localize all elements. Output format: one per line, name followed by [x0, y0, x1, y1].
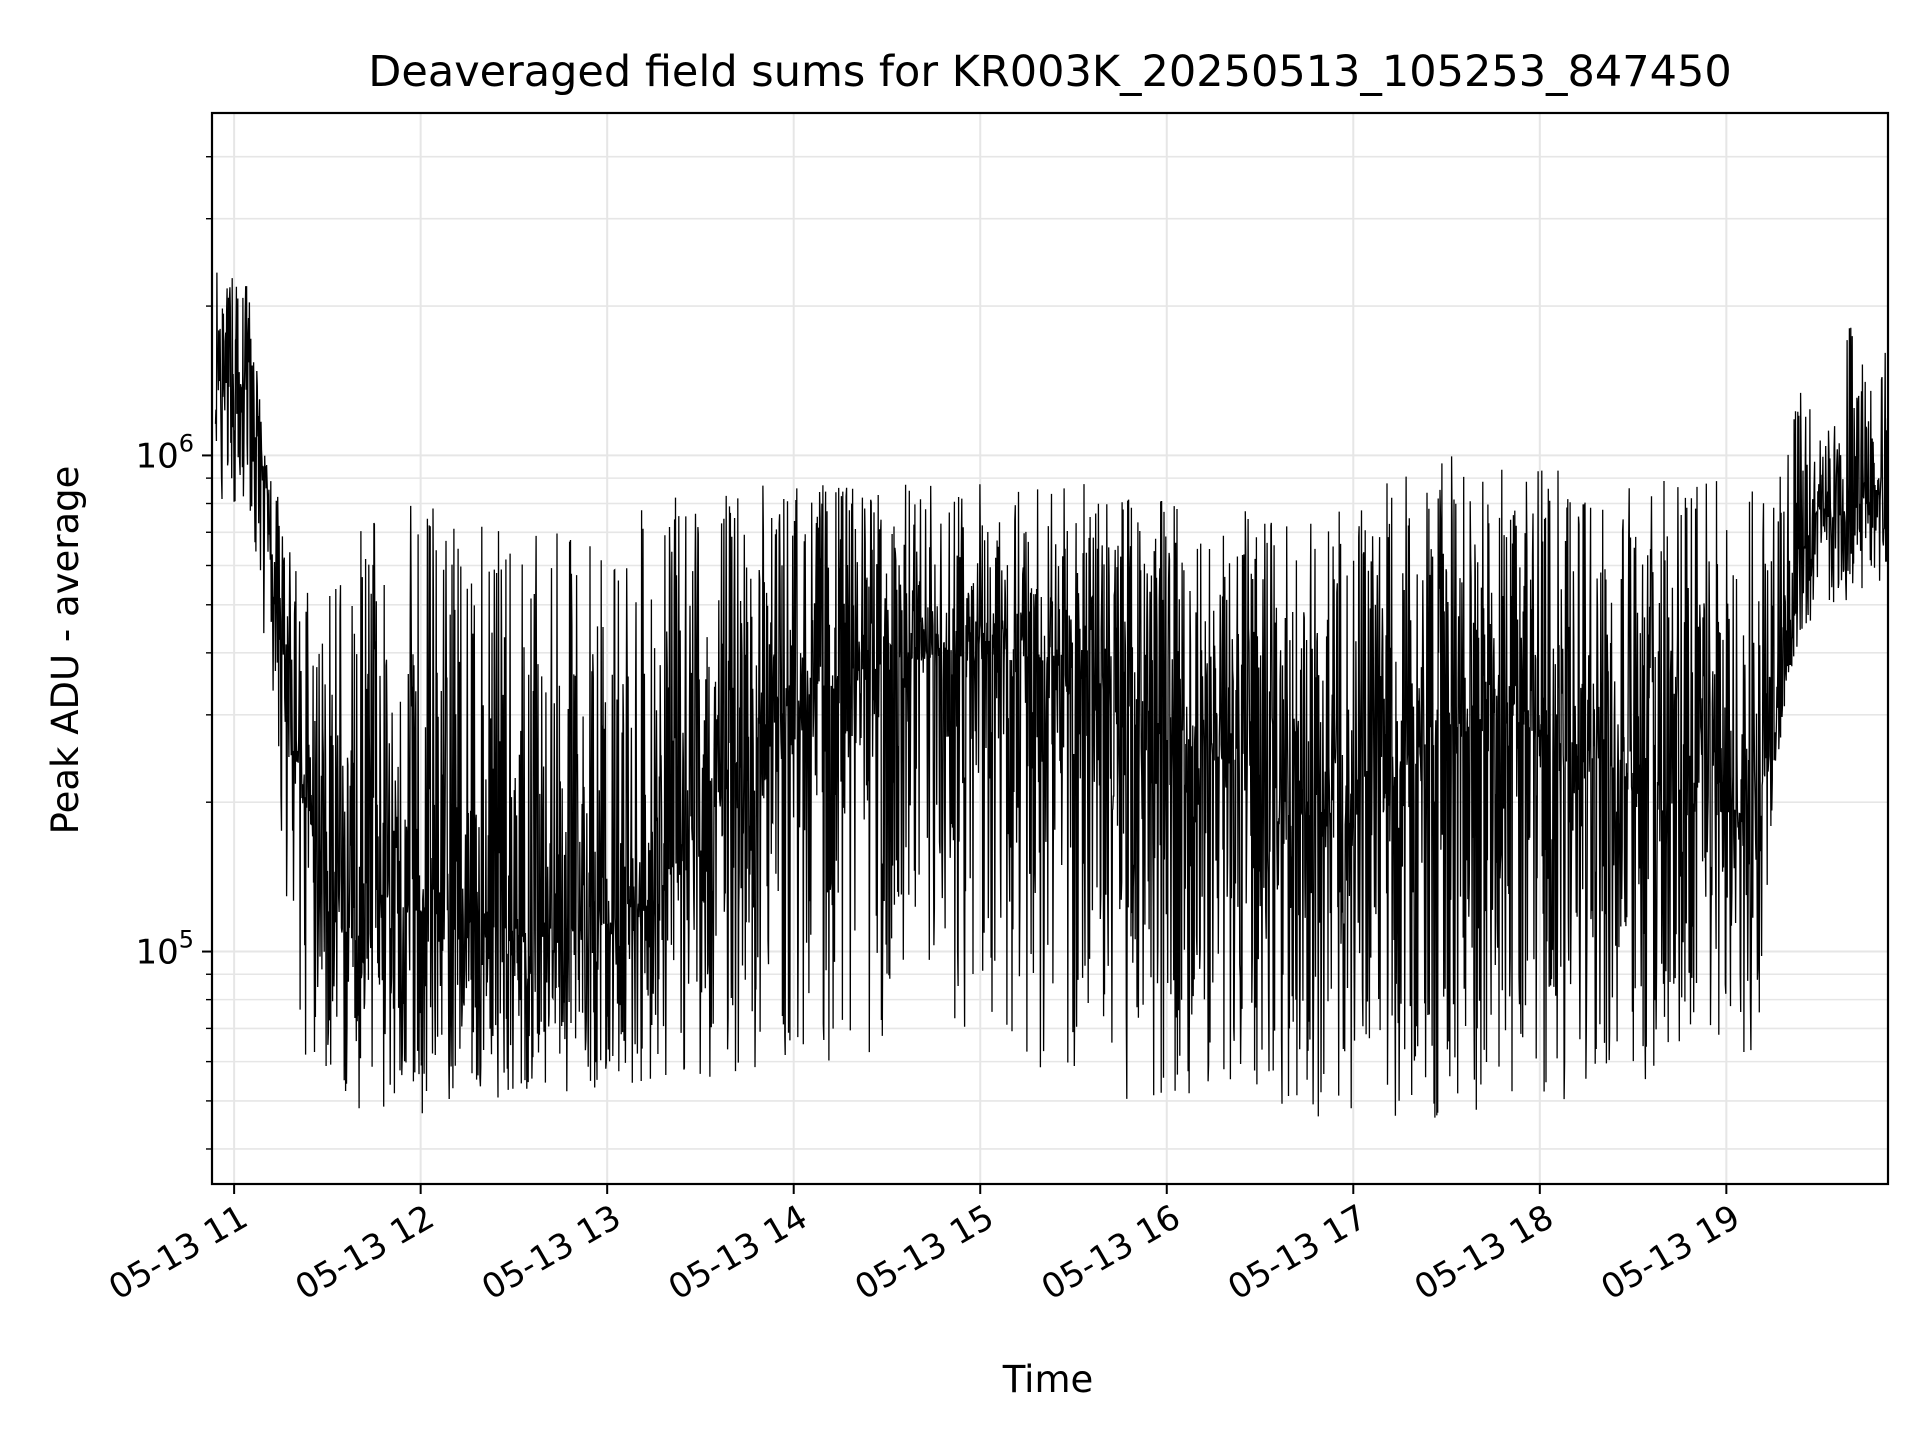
y-tick-label: 105: [135, 926, 194, 973]
plot-area: [214, 272, 1888, 1118]
x-axis-label: Time: [1002, 1358, 1094, 1401]
y-axis-label: Peak ADU - average: [44, 466, 87, 835]
y-tick-label: 106: [135, 429, 194, 476]
y-tick-label-base: 10: [135, 933, 178, 973]
series-line: [214, 272, 1888, 1118]
plot-frame: [210, 111, 1890, 1186]
y-tick-label-exponent: 6: [179, 429, 194, 457]
y-tick-label-base: 10: [135, 436, 178, 476]
chart-title: Deaveraged field sums for KR003K_2025051…: [368, 47, 1731, 97]
y-tick-label-exponent: 5: [179, 926, 194, 954]
